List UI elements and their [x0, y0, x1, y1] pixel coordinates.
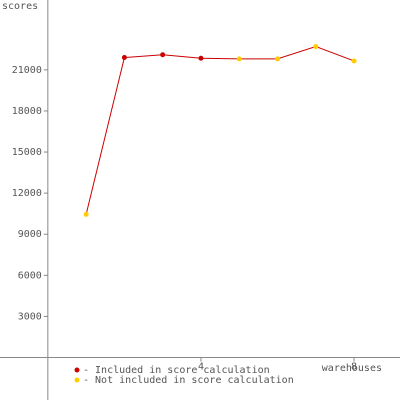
legend-marker — [74, 367, 80, 373]
point — [351, 58, 357, 64]
x-tick-label: 8 — [351, 362, 357, 373]
y-axis-label: scores — [2, 1, 38, 12]
y-tick-label: 15000 — [12, 147, 42, 158]
point — [83, 211, 89, 217]
point — [121, 55, 127, 61]
y-tick-label: 3000 — [18, 311, 42, 322]
y-tick-label: 18000 — [12, 106, 42, 117]
legend-label: - Not included in score calculation — [83, 375, 294, 386]
x-tick-label: 4 — [198, 362, 204, 373]
y-tick-label: 9000 — [18, 229, 42, 240]
y-tick-label: 12000 — [12, 188, 42, 199]
point — [313, 44, 319, 50]
legend-label: - Included in score calculation — [83, 365, 270, 376]
point — [236, 56, 242, 62]
y-tick-label: 6000 — [18, 270, 42, 281]
line — [85, 46, 355, 215]
point — [198, 55, 204, 61]
legend-marker — [74, 377, 80, 383]
x-axis-label: warehouses — [322, 363, 382, 374]
y-tick-label: 21000 — [12, 65, 42, 76]
point — [160, 52, 166, 58]
point — [275, 56, 281, 62]
